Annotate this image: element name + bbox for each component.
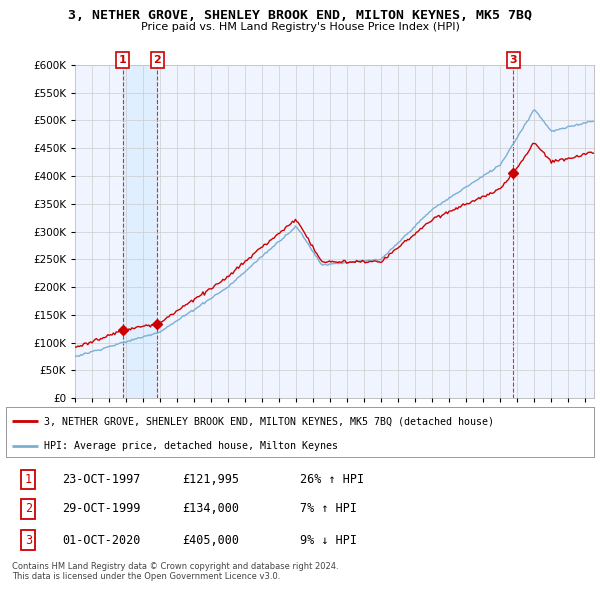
Text: Contains HM Land Registry data © Crown copyright and database right 2024.
This d: Contains HM Land Registry data © Crown c… bbox=[12, 562, 338, 581]
Text: £405,000: £405,000 bbox=[182, 533, 239, 546]
Text: 7% ↑ HPI: 7% ↑ HPI bbox=[300, 502, 357, 516]
Text: £121,995: £121,995 bbox=[182, 473, 239, 486]
Text: £134,000: £134,000 bbox=[182, 502, 239, 516]
Text: 3, NETHER GROVE, SHENLEY BROOK END, MILTON KEYNES, MK5 7BQ (detached house): 3, NETHER GROVE, SHENLEY BROOK END, MILT… bbox=[44, 416, 494, 426]
Text: 2: 2 bbox=[154, 55, 161, 65]
Text: 23-OCT-1997: 23-OCT-1997 bbox=[62, 473, 140, 486]
Text: 2: 2 bbox=[25, 502, 32, 516]
Text: 1: 1 bbox=[119, 55, 127, 65]
Bar bbox=[123, 65, 157, 398]
Text: 26% ↑ HPI: 26% ↑ HPI bbox=[300, 473, 364, 486]
Text: 01-OCT-2020: 01-OCT-2020 bbox=[62, 533, 140, 546]
Text: 3: 3 bbox=[509, 55, 517, 65]
Text: 9% ↓ HPI: 9% ↓ HPI bbox=[300, 533, 357, 546]
Text: Price paid vs. HM Land Registry's House Price Index (HPI): Price paid vs. HM Land Registry's House … bbox=[140, 22, 460, 32]
Text: 1: 1 bbox=[25, 473, 32, 486]
Text: 3: 3 bbox=[25, 533, 32, 546]
Text: HPI: Average price, detached house, Milton Keynes: HPI: Average price, detached house, Milt… bbox=[44, 441, 338, 451]
Text: 29-OCT-1999: 29-OCT-1999 bbox=[62, 502, 140, 516]
Text: 3, NETHER GROVE, SHENLEY BROOK END, MILTON KEYNES, MK5 7BQ: 3, NETHER GROVE, SHENLEY BROOK END, MILT… bbox=[68, 9, 532, 22]
